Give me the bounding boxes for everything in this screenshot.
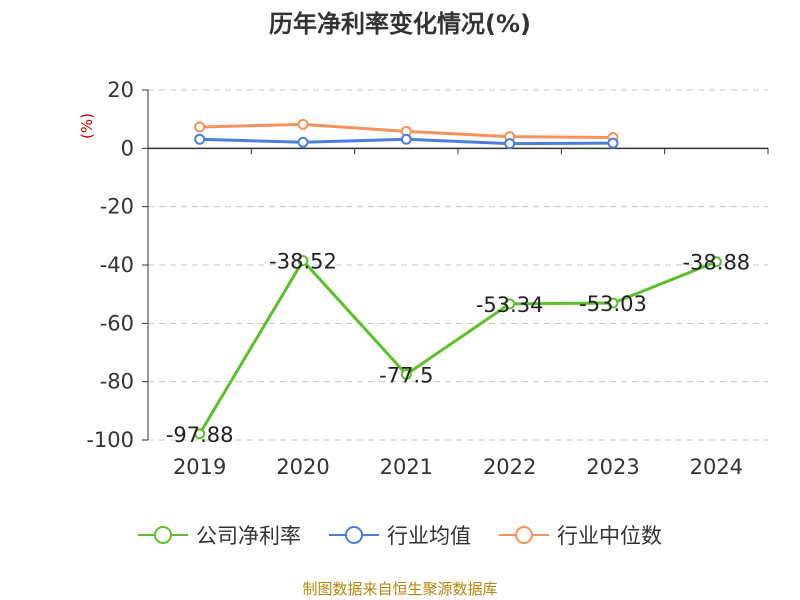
- x-tick-label: 2019: [173, 455, 226, 479]
- legend-label-industry-median: 行业中位数: [557, 524, 662, 548]
- data-label: -97.88: [166, 423, 234, 447]
- data-point: [297, 118, 309, 130]
- y-tick-label: -20: [100, 195, 134, 219]
- legend: 公司净利率 行业均值 行业中位数: [0, 520, 800, 550]
- chart-title: 历年净利率变化情况(%): [269, 10, 531, 38]
- data-label: -38.88: [682, 251, 750, 275]
- y-tick-label: -100: [86, 428, 134, 452]
- x-tick-label: 2022: [483, 455, 536, 479]
- data-label: -38.52: [269, 250, 337, 274]
- data-point: [607, 297, 619, 309]
- y-tick-label: -60: [100, 311, 134, 335]
- data-point: [504, 138, 516, 150]
- data-point: [194, 121, 206, 133]
- legend-item-industry-mean[interactable]: 行业均值: [329, 520, 471, 550]
- y-axis-label: (%): [78, 113, 96, 139]
- legend-item-company[interactable]: 公司净利率: [138, 520, 301, 550]
- data-point: [504, 298, 516, 310]
- series-line: [198, 258, 717, 435]
- legend-label-industry-mean: 行业均值: [387, 524, 471, 548]
- data-label: -77.5: [379, 363, 433, 387]
- data-point: [194, 428, 206, 440]
- legend-swatch-industry-median: [499, 525, 549, 545]
- legend-label-company: 公司净利率: [196, 524, 301, 548]
- x-tick-label: 2024: [690, 455, 743, 479]
- y-tick-label: 0: [121, 136, 134, 160]
- data-point: [297, 255, 309, 267]
- source-note: 制图数据来自恒生聚源数据库: [302, 580, 498, 598]
- data-point: [710, 256, 722, 268]
- data-label: -53.34: [476, 293, 544, 317]
- data-point: [400, 368, 412, 380]
- data-label: -53.03: [579, 292, 647, 316]
- data-point: [297, 136, 309, 148]
- y-tick-label: -40: [100, 253, 134, 277]
- data-point: [607, 137, 619, 149]
- x-tick-label: 2020: [276, 455, 329, 479]
- x-tick-label: 2023: [586, 455, 639, 479]
- x-tick-label: 2021: [380, 455, 433, 479]
- data-point: [194, 133, 206, 145]
- y-tick-label: 20: [107, 78, 134, 102]
- data-point: [400, 133, 412, 145]
- legend-swatch-company: [138, 525, 188, 545]
- y-tick-label: -80: [100, 370, 134, 394]
- legend-swatch-industry-mean: [329, 525, 379, 545]
- legend-item-industry-median[interactable]: 行业中位数: [499, 520, 662, 550]
